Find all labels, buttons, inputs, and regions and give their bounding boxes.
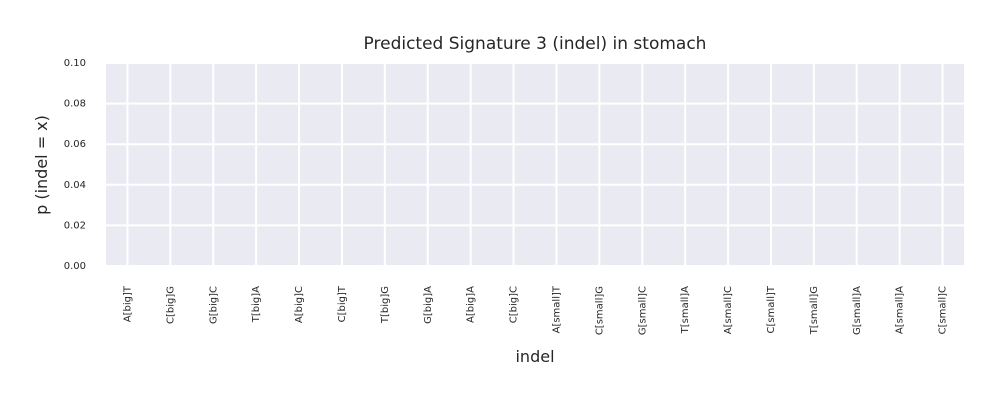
- x-tick-label: C[small]C: [938, 286, 949, 334]
- x-tick-label: G[big]C: [208, 286, 219, 324]
- x-tick-label: A[big]T: [122, 285, 133, 322]
- chart-title: Predicted Signature 3 (indel) in stomach: [364, 34, 707, 54]
- x-tick-label: T[small]G: [809, 286, 820, 335]
- y-tick-label: 0.04: [64, 180, 86, 191]
- y-axis-label: p (indel = x): [32, 115, 51, 215]
- x-tick-label: C[big]G: [165, 286, 176, 324]
- x-tick-label: C[big]C: [509, 286, 520, 323]
- x-tick-label: A[small]A: [895, 286, 906, 334]
- x-tick-label: A[small]C: [723, 286, 734, 334]
- x-tick-label: T[big]A: [251, 286, 262, 323]
- y-tick-label: 0.08: [64, 99, 86, 110]
- x-tick-label: T[big]G: [380, 286, 391, 324]
- x-tick-label: T[small]A: [680, 286, 691, 335]
- x-tick-label: A[big]C: [294, 286, 305, 323]
- x-axis-label: indel: [515, 347, 554, 366]
- plot-area: [106, 63, 964, 266]
- x-tick-label: C[small]G: [594, 286, 605, 335]
- x-tick-label: A[small]T: [551, 285, 562, 333]
- x-tick-label: G[small]A: [852, 286, 863, 335]
- y-axis-ticks: 0.00 0.02 0.04 0.06 0.08 0.10: [64, 58, 86, 272]
- x-tick-label: C[small]T: [766, 285, 777, 333]
- x-tick-label: G[big]A: [423, 286, 434, 324]
- x-tick-label: C[big]T: [337, 285, 348, 322]
- y-tick-label: 0.06: [64, 139, 86, 150]
- y-tick-label: 0.02: [64, 220, 86, 231]
- x-axis-ticks: A[big]T C[big]G G[big]C T[big]A A[big]C C[big…: [122, 285, 948, 335]
- x-tick-label: A[big]A: [466, 286, 477, 323]
- x-tick-label: G[small]C: [637, 286, 648, 335]
- grid: [106, 62, 964, 267]
- y-tick-label: 0.00: [64, 261, 86, 272]
- y-tick-label: 0.10: [64, 58, 86, 69]
